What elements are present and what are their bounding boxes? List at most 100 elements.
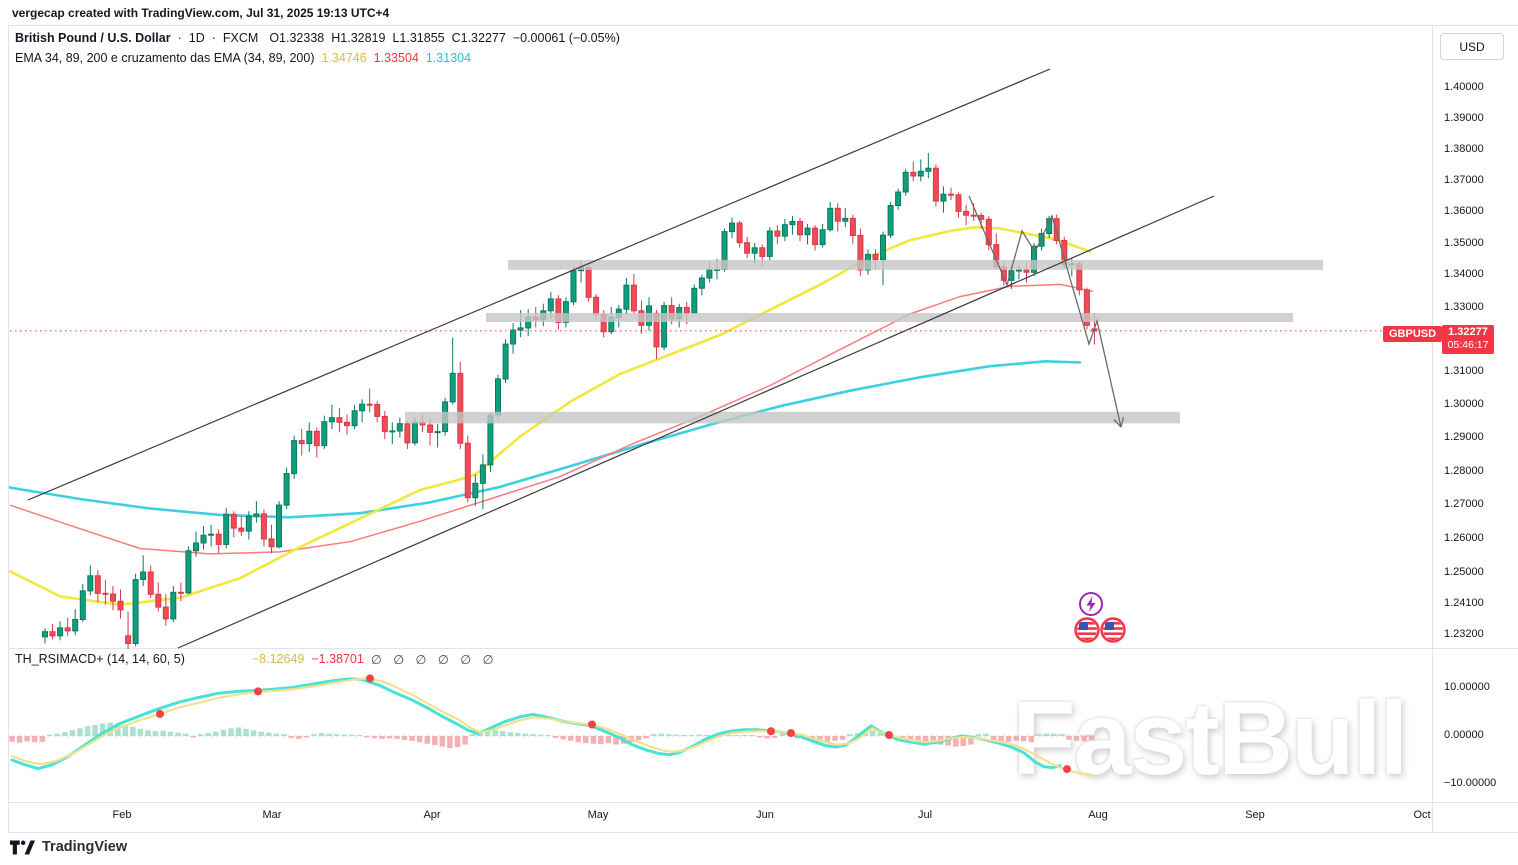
histogram-bar bbox=[84, 726, 91, 736]
histogram-bar bbox=[379, 736, 385, 739]
histogram-bar bbox=[1066, 736, 1072, 740]
candle bbox=[744, 242, 751, 254]
candle bbox=[162, 606, 169, 620]
candle bbox=[434, 431, 441, 434]
economic-events-group bbox=[1074, 592, 1126, 643]
candle bbox=[396, 423, 403, 432]
ema-overlays bbox=[8, 225, 1094, 607]
histogram-bar bbox=[975, 734, 982, 736]
price-axis-label: 1.35000 bbox=[1444, 237, 1484, 249]
histogram-bar bbox=[228, 728, 234, 736]
candle bbox=[789, 221, 796, 226]
us-flag-event-icon[interactable] bbox=[1100, 617, 1126, 643]
histogram-bar bbox=[99, 723, 106, 736]
candle bbox=[72, 619, 79, 632]
histogram-bar bbox=[47, 734, 53, 736]
histogram-bar bbox=[54, 733, 60, 736]
sr-zone[interactable] bbox=[405, 411, 1180, 424]
histogram-bar bbox=[613, 736, 619, 745]
lightning-event-icon[interactable] bbox=[1079, 592, 1103, 616]
trendline[interactable] bbox=[177, 195, 1215, 649]
candle bbox=[902, 171, 909, 193]
candle bbox=[140, 571, 147, 580]
ema34-line bbox=[8, 225, 1092, 607]
histogram-bar bbox=[583, 736, 589, 744]
histogram-bar bbox=[182, 733, 189, 736]
histogram-bar bbox=[666, 734, 672, 736]
histogram-bar bbox=[492, 730, 498, 736]
histogram-bar bbox=[575, 736, 581, 743]
candle bbox=[42, 631, 48, 638]
tradingview-logo[interactable]: TradingView bbox=[10, 839, 127, 855]
symbol-title[interactable]: British Pound / U.S. Dollar bbox=[15, 31, 171, 45]
indicator-signal-line bbox=[10, 677, 1094, 776]
exchange-name[interactable]: FXCM bbox=[222, 31, 259, 45]
candle bbox=[479, 464, 486, 484]
arrow-polyline[interactable] bbox=[968, 195, 1122, 428]
candle bbox=[328, 417, 335, 423]
histogram-bar bbox=[454, 736, 461, 747]
candle bbox=[1083, 289, 1090, 326]
histogram-bar bbox=[696, 734, 702, 736]
candle bbox=[857, 234, 864, 271]
histogram-bar bbox=[198, 734, 204, 736]
candle bbox=[510, 329, 517, 345]
support-resistance-zones bbox=[405, 259, 1323, 424]
indicator-label[interactable]: TH_RSIMACD+ (14, 14, 60, 5) bbox=[15, 652, 185, 666]
histogram-bar bbox=[500, 731, 506, 736]
ema200-value: 1.31304 bbox=[425, 51, 472, 65]
ema34-value: 1.34746 bbox=[321, 51, 367, 65]
histogram-bar bbox=[515, 733, 521, 736]
candle bbox=[208, 533, 215, 536]
histogram-bar bbox=[160, 730, 166, 736]
price-axis-label: 1.36000 bbox=[1444, 205, 1484, 217]
us-flag-event-icon[interactable] bbox=[1074, 617, 1100, 643]
price-change: −0.00061 (−0.05%) bbox=[512, 31, 620, 45]
ema200-line bbox=[8, 359, 1082, 519]
candle bbox=[691, 287, 698, 314]
sr-zone[interactable] bbox=[486, 313, 1293, 322]
candle bbox=[306, 430, 313, 445]
histogram-bar bbox=[1020, 736, 1027, 742]
candle bbox=[170, 591, 177, 620]
currency-toggle-button[interactable]: USD bbox=[1440, 33, 1504, 60]
candle bbox=[880, 234, 886, 261]
histogram-bar bbox=[424, 736, 430, 744]
histogram-bar bbox=[416, 736, 423, 743]
candle bbox=[117, 600, 124, 611]
histogram-bar bbox=[552, 736, 559, 738]
histogram-bar bbox=[1073, 736, 1080, 741]
histogram-bar bbox=[922, 736, 929, 743]
pane-separator[interactable] bbox=[8, 648, 1518, 649]
histogram-bar bbox=[1088, 736, 1095, 741]
candle bbox=[774, 230, 781, 237]
histogram-bar bbox=[673, 734, 680, 736]
candle bbox=[64, 627, 71, 632]
histogram-bar bbox=[1058, 734, 1065, 736]
histogram-bar bbox=[877, 732, 883, 736]
histogram-bar bbox=[832, 736, 838, 741]
month-label-mar: Mar bbox=[262, 809, 282, 821]
histogram-bar bbox=[764, 736, 770, 739]
candle bbox=[132, 579, 139, 644]
trendline[interactable] bbox=[27, 68, 1051, 501]
candle bbox=[260, 513, 267, 540]
interval-value[interactable]: 1D bbox=[188, 31, 205, 45]
candle bbox=[94, 575, 101, 594]
histogram-bar bbox=[983, 733, 989, 736]
crossover-dot bbox=[767, 727, 775, 736]
ohlc-open: O1.32338 bbox=[269, 31, 325, 45]
price-axis-label: 1.27000 bbox=[1444, 498, 1484, 510]
histogram-bar bbox=[250, 730, 257, 736]
histogram-bar bbox=[190, 736, 196, 738]
sr-zone[interactable] bbox=[508, 259, 1323, 270]
candle bbox=[404, 423, 411, 444]
candle bbox=[963, 210, 970, 216]
ema-study-label[interactable]: EMA 34, 89, 200 e cruzamento das EMA (34… bbox=[15, 51, 315, 65]
histogram-bar bbox=[167, 731, 174, 736]
price-axis-label: 1.30000 bbox=[1444, 398, 1484, 410]
histogram-bar bbox=[567, 736, 574, 741]
candle bbox=[1023, 269, 1030, 273]
price-axis-border[interactable] bbox=[1432, 25, 1433, 832]
